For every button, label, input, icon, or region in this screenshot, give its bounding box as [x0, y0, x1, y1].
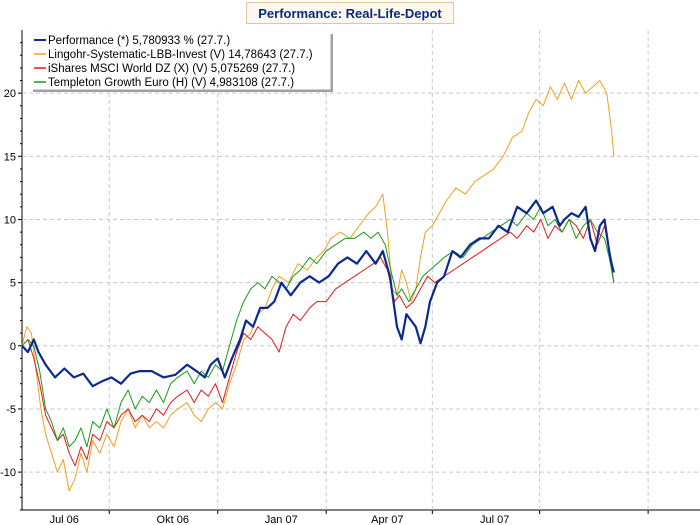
y-tick-label: 5: [10, 278, 16, 290]
series-line-0: [21, 199, 615, 388]
legend-entry: Performance (*) 5,780933 % (27.7.): [48, 35, 230, 47]
y-tick-label: 15: [4, 151, 16, 163]
x-tick-label: Apr 07: [371, 514, 403, 525]
y-tick-label: -5: [6, 404, 16, 416]
series-line-3: [21, 206, 615, 448]
legend-entry: iShares MSCI World DZ (X) (V) 5,075269 (…: [48, 63, 295, 75]
series-line-1: [21, 80, 615, 492]
y-tick-label: 0: [10, 341, 16, 353]
legend: Performance (*) 5,780933 % (27.7.) Lingoh…: [29, 30, 333, 92]
legend-box: [29, 30, 331, 90]
x-tick-label: Jul 06: [50, 514, 79, 525]
y-tick-label: 20: [4, 88, 16, 100]
chart-title: Performance: Real-Life-Depot: [246, 2, 454, 24]
y-tick-label: 10: [4, 214, 16, 226]
y-tick-label: -10: [0, 467, 16, 479]
series-lines: [21, 80, 615, 492]
x-tick-label: Okt 06: [157, 514, 189, 525]
grid-lines: [22, 30, 700, 510]
series-line-2: [21, 219, 615, 467]
x-tick-label: Jan 07: [265, 514, 298, 525]
x-axis-ticks: Jul 06 Okt 06 Jan 07 Apr 07 Jul 07: [50, 510, 649, 525]
legend-entry: Lingohr-Systematic-LBB-Invest (V) 14,786…: [48, 49, 313, 61]
y-axis-ticks: -10 -5 0 5 10 15 20: [0, 42, 22, 511]
x-tick-label: Jul 07: [480, 514, 509, 525]
legend-entry: Templeton Growth Euro (H) (V) 4,983108 (…: [48, 77, 294, 89]
